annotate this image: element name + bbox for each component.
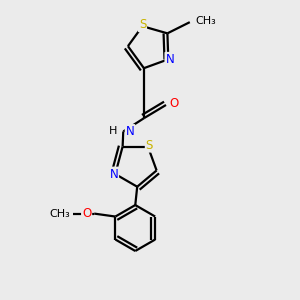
- Text: CH₃: CH₃: [49, 208, 70, 219]
- Text: N: N: [165, 53, 174, 66]
- Text: S: S: [146, 139, 153, 152]
- Text: CH₃: CH₃: [195, 16, 216, 26]
- Text: O: O: [82, 207, 91, 220]
- Text: H: H: [108, 127, 117, 136]
- Text: N: N: [126, 125, 134, 138]
- Text: O: O: [169, 97, 178, 110]
- Text: N: N: [110, 168, 118, 181]
- Text: S: S: [139, 18, 146, 31]
